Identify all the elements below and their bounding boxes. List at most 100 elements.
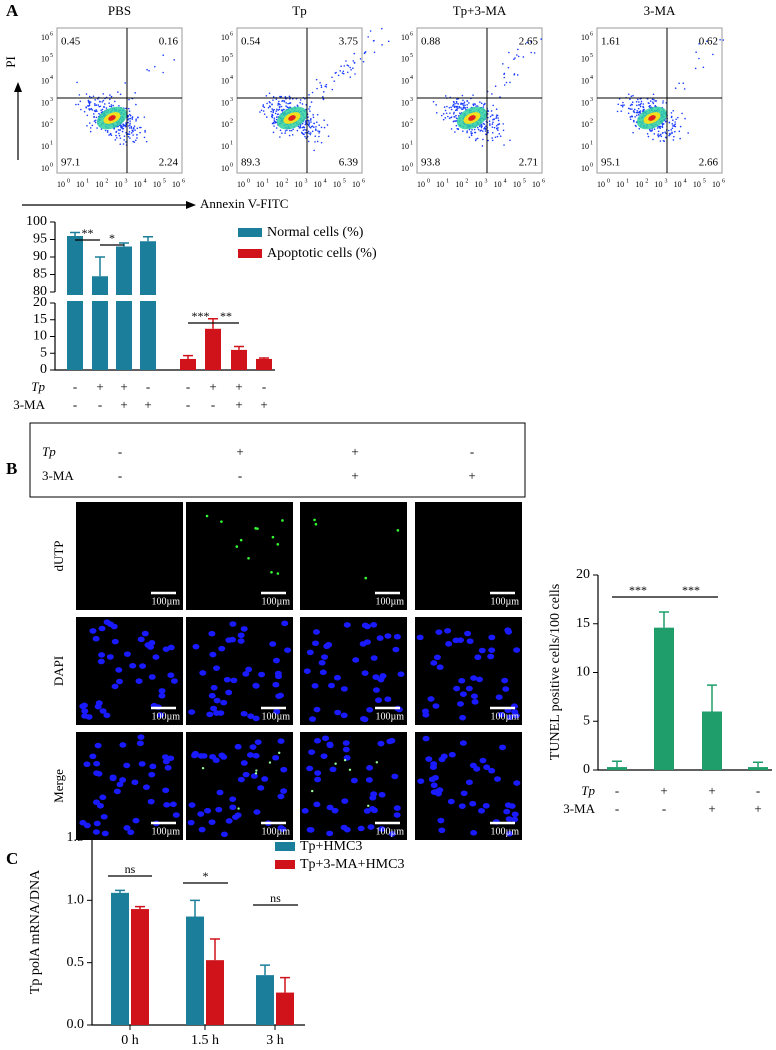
event-dot <box>299 99 302 101</box>
nucleus <box>147 644 155 650</box>
event-dot <box>490 110 493 112</box>
event-dot <box>630 95 633 98</box>
x-tick-base: 10 <box>494 180 502 189</box>
x-tick-exponent: 2 <box>465 178 468 184</box>
bar <box>140 241 156 370</box>
tunel-dot <box>255 769 258 772</box>
event-dot <box>352 67 354 70</box>
event-dot <box>458 106 461 108</box>
axis-break <box>50 295 280 301</box>
event-dot <box>503 144 505 146</box>
event-dot <box>125 107 127 110</box>
nucleus <box>96 802 104 809</box>
event-dot <box>145 140 148 143</box>
event-dot <box>274 121 277 123</box>
legend-label: Normal cells (%) <box>267 225 364 240</box>
quadrant-value: 1.61 <box>601 36 620 48</box>
x-tick-exponent: 2 <box>105 178 108 184</box>
y-tick-base: 10 <box>221 55 229 64</box>
scale-bar-label: 100µm <box>490 826 519 837</box>
event-dot <box>632 131 634 134</box>
event-dot <box>668 121 671 124</box>
event-dot <box>304 135 306 138</box>
event-dot <box>636 110 639 112</box>
x-tick-base: 10 <box>76 180 84 189</box>
error-bar <box>95 256 105 277</box>
event-dot <box>638 103 640 106</box>
nucleus <box>83 822 91 829</box>
event-dot <box>517 48 519 51</box>
nucleus <box>416 634 424 641</box>
event-dot <box>459 112 461 114</box>
nucleus <box>204 807 212 814</box>
y-tick-exponent: 4 <box>230 75 233 81</box>
event-dot <box>349 76 352 78</box>
event-dot <box>652 138 654 141</box>
error-bar <box>143 235 153 242</box>
event-dot <box>341 72 344 74</box>
event-dot <box>456 102 458 104</box>
event-dot <box>448 106 451 109</box>
nucleus <box>434 790 442 797</box>
x-tick-exponent: 5 <box>163 178 166 184</box>
quadrant-value: 2.65 <box>519 36 539 48</box>
event-dot <box>259 111 261 113</box>
event-dot <box>128 110 131 112</box>
event-dot <box>503 84 506 86</box>
event-dot <box>308 108 310 110</box>
nucleus <box>273 708 281 715</box>
y-axis-label: Tp polA mRNA/DNA <box>28 869 43 994</box>
condition-sign: + <box>120 379 127 394</box>
y-tick-label: 0.5 <box>67 955 85 970</box>
error-bar <box>208 317 218 329</box>
nucleus <box>440 753 448 760</box>
bar <box>131 909 149 1025</box>
y-tick-base: 10 <box>401 76 409 85</box>
x-tick-base: 10 <box>314 180 322 189</box>
event-dot <box>311 91 314 94</box>
event-dot <box>468 102 470 104</box>
event-dot <box>629 116 631 118</box>
y-tick-label: 80 <box>33 284 47 299</box>
event-dot <box>128 131 131 133</box>
significance-label: ns <box>125 862 136 876</box>
condition-sign: - <box>186 397 190 412</box>
event-dot <box>652 98 655 101</box>
y-tick-label: 10 <box>576 665 590 680</box>
scale-bar-label: 100µm <box>490 596 519 607</box>
event-dot <box>312 114 314 116</box>
bar <box>654 627 674 770</box>
nucleus <box>137 636 145 643</box>
event-dot <box>343 65 346 67</box>
nucleus <box>392 646 400 653</box>
quadrant-value: 0.16 <box>159 36 179 48</box>
event-dot <box>308 119 310 122</box>
event-dot <box>453 111 455 114</box>
nucleus <box>352 657 360 663</box>
x-tick-base: 10 <box>153 180 161 189</box>
event-dot <box>135 118 137 121</box>
event-dot <box>639 105 642 108</box>
error-bar <box>659 611 669 628</box>
event-dot <box>308 94 310 96</box>
event-dot <box>320 126 323 129</box>
nucleus <box>188 802 196 808</box>
event-dot <box>91 109 94 111</box>
event-dot <box>652 101 654 103</box>
condition-label: Tp <box>31 379 45 394</box>
nucleus <box>497 711 505 718</box>
event-dot <box>476 137 479 140</box>
nucleus <box>254 739 262 745</box>
panel-label: B <box>6 459 17 478</box>
nucleus <box>217 710 225 716</box>
event-dot <box>298 127 301 129</box>
nucleus <box>132 817 140 824</box>
scale-bar-label: 100µm <box>261 711 290 722</box>
event-dot <box>496 135 499 138</box>
nucleus <box>246 752 254 758</box>
nucleus <box>314 770 322 776</box>
event-dot <box>315 78 318 81</box>
scale-bar-label: 100µm <box>151 826 180 837</box>
x-tick-exponent: 0 <box>67 178 70 184</box>
tunel-dot <box>237 807 240 810</box>
